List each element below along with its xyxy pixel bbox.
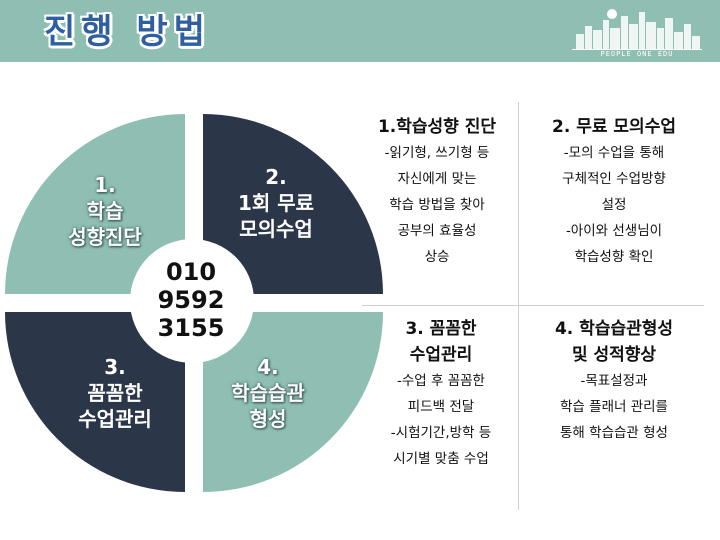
step-4-block: 4. 학습습관형성 및 성적향상 -목표설정과 학습 플래너 관리를 통해 학습… [524, 316, 704, 446]
step-3-title: 수업관리 [409, 345, 473, 365]
step-3-title: 3. 꼼꼼한 [405, 319, 477, 339]
quadrant-3-label: 3. 꼼꼼한 수업관리 [78, 355, 152, 431]
page-title: 진행 방법 [44, 12, 211, 52]
step-3-line: -수업 후 꼼꼼한 [397, 373, 485, 389]
step-4-title: 및 성적향상 [571, 345, 657, 365]
step-1-line: 학습 방법을 찾아 [389, 197, 485, 213]
quadrant-1-sector [5, 114, 185, 294]
step-2-line: -모의 수업을 통해 [563, 145, 665, 161]
center-circle [130, 239, 254, 363]
step-2-block: 2. 무료 모의수업 -모의 수업을 통해 구체적인 수업방향 설정 -아이와 … [524, 114, 704, 270]
step-1-line: 공부의 효율성 [397, 223, 477, 239]
step-1-line: 상승 [424, 249, 450, 265]
step-4-line: -목표설정과 [580, 373, 648, 389]
quadrant-4-sector [203, 312, 383, 492]
quadrant-2-sector [203, 114, 383, 294]
step-3-line: 피드백 전달 [407, 399, 475, 415]
phone-part-2: 9592 [157, 286, 225, 314]
step-1-line: -읽기형, 쓰기형 등 [384, 145, 490, 161]
quadrant-4-label: 4. 학습습관 형성 [231, 355, 305, 431]
step-2-title: 2. 무료 모의수업 [552, 117, 676, 137]
phone-part-1: 010 [165, 258, 217, 286]
step-1-title: 1.학습성향 진단 [377, 117, 497, 137]
quadrant-3-sector [5, 312, 185, 492]
step-4-line: 통해 학습습관 형성 [560, 425, 668, 441]
step-2-line: 설정 [601, 197, 627, 213]
quadrant-2-label: 2. 1회 무료 모의수업 [237, 165, 315, 241]
vertical-divider [518, 102, 519, 510]
quadrant-1-label: 1. 학습 성향진단 [68, 173, 142, 249]
logo-text: PEOPLE ONE EDU [600, 50, 674, 58]
step-4-line: 학습 플래너 관리를 [560, 399, 668, 415]
phone-part-3: 3155 [157, 314, 225, 342]
step-3-line: -시험기간,방학 등 [390, 425, 492, 441]
step-2-line: 구체적인 수업방향 [562, 171, 666, 187]
step-3-line: 시기별 맞춤 수업 [393, 451, 489, 467]
step-3-block: 3. 꼼꼼한 수업관리 -수업 후 꼼꼼한 피드백 전달 -시험기간,방학 등 … [366, 316, 516, 472]
step-4-title: 4. 학습습관형성 [554, 319, 674, 339]
phone-number: 010 9592 3155 [136, 258, 246, 342]
step-2-line: 학습성향 확인 [574, 249, 654, 265]
city-skyline-logo: PEOPLE ONE EDU [572, 6, 702, 58]
horizontal-divider [362, 305, 704, 306]
step-1-line: 자신에게 맞는 [397, 171, 477, 187]
step-2-line: -아이와 선생님이 [565, 223, 663, 239]
step-1-block: 1.학습성향 진단 -읽기형, 쓰기형 등 자신에게 맞는 학습 방법을 찾아 … [356, 114, 518, 270]
header-bar: 진행 방법 PEOPLE ONE EDU [0, 0, 720, 62]
